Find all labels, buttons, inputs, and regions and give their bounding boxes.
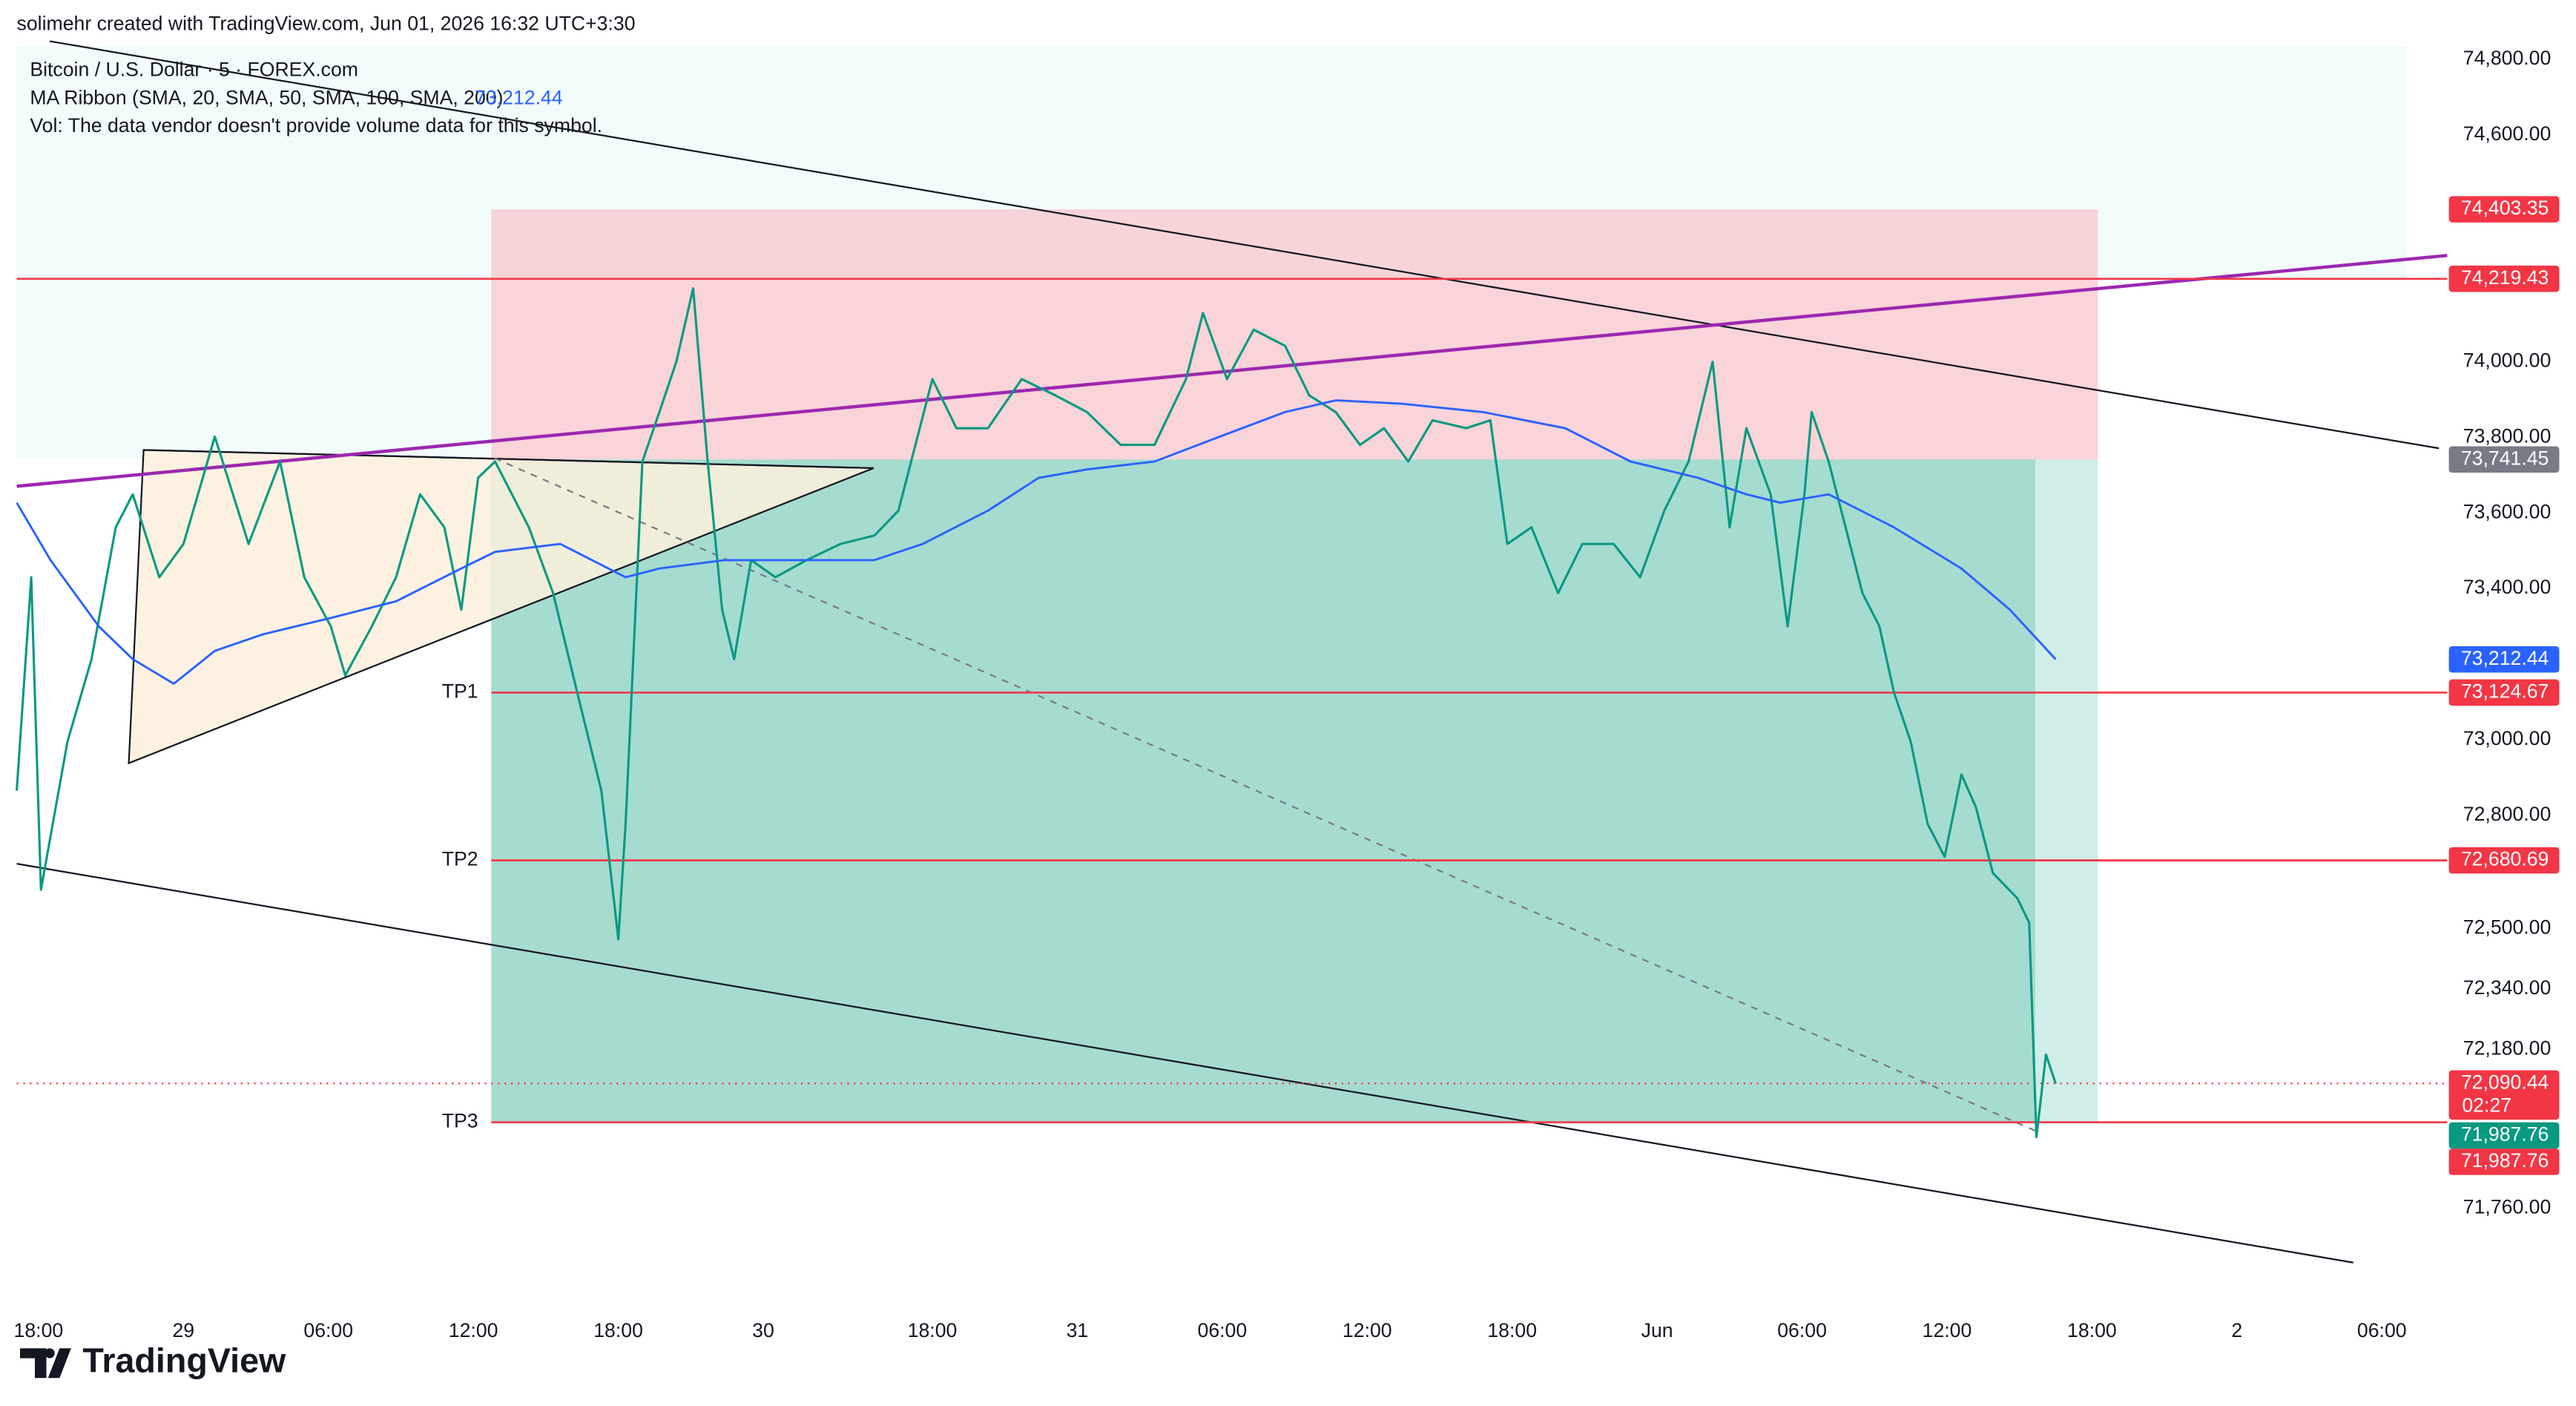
- price-tag: [2448, 266, 2560, 292]
- price-tag-label: 73,124.67: [2461, 680, 2549, 702]
- price-tag-label: 72,680.69: [2461, 848, 2549, 870]
- x-tick-label: 18:00: [1487, 1319, 1537, 1341]
- x-tick-label: Jun: [1641, 1319, 1673, 1341]
- y-tick-label: 73,400.00: [2463, 576, 2552, 598]
- x-tick-label: 18:00: [14, 1319, 64, 1341]
- legend-value: 73,212.44: [475, 86, 563, 108]
- chart-title: Bitcoin / U.S. Dollar · 5 · FOREX.com: [30, 59, 358, 81]
- price-tag: [2448, 1149, 2560, 1175]
- y-tick-label: 72,180.00: [2463, 1037, 2552, 1060]
- x-tick-label: 06:00: [1777, 1319, 1827, 1341]
- y-tick-label: 72,340.00: [2463, 976, 2552, 999]
- x-tick-label: 06:00: [2357, 1319, 2407, 1341]
- x-tick-label: 06:00: [1198, 1319, 1248, 1341]
- price-tag-label: 72,090.44: [2461, 1071, 2549, 1093]
- price-tag-label: 74,219.43: [2461, 266, 2549, 289]
- countdown: 02:27: [2462, 1094, 2511, 1116]
- y-tick-label: 74,000.00: [2463, 349, 2552, 372]
- x-tick-label: 2: [2231, 1319, 2242, 1341]
- projection-line: [494, 457, 2036, 1132]
- y-tick-label: 74,800.00: [2463, 47, 2552, 69]
- target-zone: [491, 459, 2035, 1123]
- brand-logo: TradingView: [20, 1341, 286, 1380]
- ma-line: [16, 399, 2057, 685]
- price-tag: [2448, 645, 2560, 673]
- zone: [16, 280, 492, 459]
- price-tag: [2448, 196, 2560, 223]
- brand: TradingView: [82, 1341, 286, 1380]
- price-tag-label: 71,987.76: [2461, 1123, 2549, 1145]
- legend-entry: MA Ribbon (SMA, 20, SMA, 50, SMA, 100, S…: [30, 86, 503, 108]
- trend-line: [143, 449, 874, 470]
- y-tick-label: 73,800.00: [2463, 424, 2552, 447]
- volume-message: Vol: The data vendor doesn't provide vol…: [30, 114, 602, 137]
- price-line: [16, 287, 2058, 1138]
- target-zone-ext: [2035, 459, 2098, 1123]
- target-label: TP3: [442, 1110, 478, 1132]
- price-tag-label: 73,741.45: [2461, 447, 2549, 469]
- y-tick-label: 73,600.00: [2463, 500, 2552, 522]
- x-tick-label: 31: [1067, 1319, 1089, 1341]
- x-tick-label: 12:00: [1923, 1319, 1972, 1341]
- y-tick-label: 71,760.00: [2463, 1196, 2552, 1218]
- channel-line: [16, 863, 2353, 1264]
- y-tick-label: 73,000.00: [2463, 727, 2552, 749]
- price-tag-label: 74,403.35: [2461, 197, 2549, 219]
- x-tick-label: 18:00: [2067, 1319, 2117, 1341]
- price-tag: [2448, 847, 2560, 874]
- price-tag: [2448, 1122, 2560, 1149]
- target-label: TP2: [442, 848, 478, 870]
- x-tick-label: 30: [752, 1319, 774, 1341]
- x-tick-label: 18:00: [593, 1319, 643, 1341]
- price-tag-label: 71,987.76: [2461, 1149, 2549, 1172]
- plot: 74,800.00 74,600.00 74,000.00 73,800.00 73,6…: [14, 47, 2560, 1341]
- header: solimehr created with TradingView.com, J…: [17, 12, 636, 34]
- price-tag: [2448, 446, 2560, 473]
- x-tick-label: 18:00: [908, 1319, 958, 1341]
- y-tick-label: 72,800.00: [2463, 803, 2552, 825]
- x-tick-label: 29: [172, 1319, 194, 1341]
- x-tick-label: 12:00: [1343, 1319, 1392, 1341]
- x-tick-label: 06:00: [303, 1319, 353, 1341]
- x-tick-label: 12:00: [449, 1319, 498, 1341]
- price-tag: [2448, 1070, 2560, 1120]
- y-tick-label: 74,600.00: [2463, 122, 2552, 145]
- y-tick-label: 72,500.00: [2463, 916, 2552, 939]
- price-tag-label: 73,212.44: [2461, 647, 2549, 669]
- price-tag: [2448, 679, 2560, 706]
- target-label: TP1: [442, 680, 478, 702]
- logo-mark: [20, 1348, 71, 1379]
- channel-line: [49, 40, 2440, 450]
- stop-zone: [491, 209, 2098, 460]
